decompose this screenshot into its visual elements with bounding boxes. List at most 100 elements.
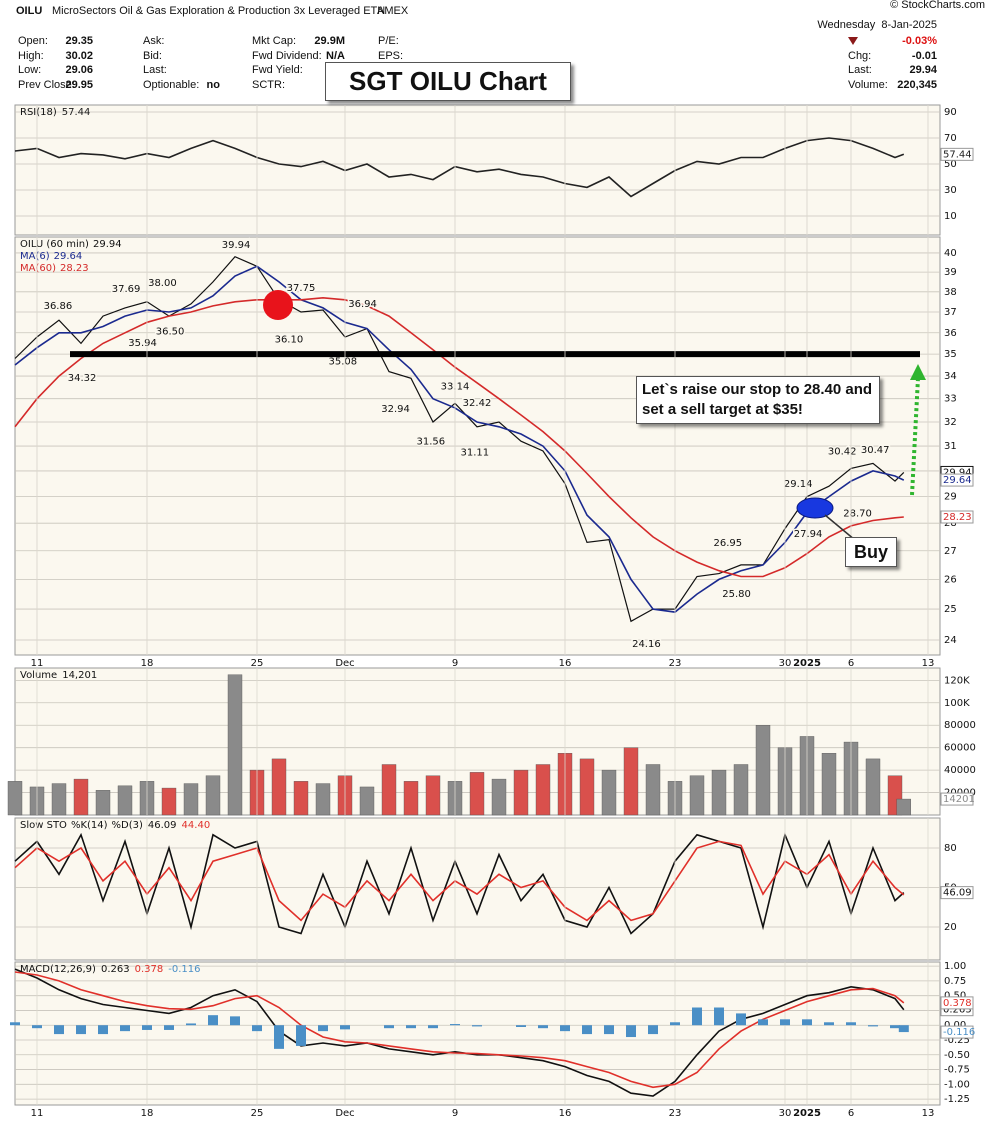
x-tick-label: 30: [779, 658, 792, 669]
plot-area: [14, 817, 941, 961]
bar: [161, 787, 177, 816]
y-tick-label: 27: [944, 546, 957, 557]
x-tick-label: 9: [452, 658, 458, 669]
x-tick-label: 18: [141, 658, 154, 669]
y-tick-label: 0.50: [944, 991, 966, 1002]
bar: [736, 1013, 746, 1026]
summary-value: 29.94: [909, 64, 937, 76]
bar: [315, 783, 331, 816]
bar: [711, 769, 727, 816]
price-annotation: 31.11: [460, 447, 489, 458]
last-value-box: [940, 792, 974, 806]
y-tick-label: 1.00: [944, 961, 966, 972]
price-annotation: 37.69: [112, 284, 141, 295]
bar: [205, 775, 221, 816]
y-tick-label: 80: [944, 843, 957, 854]
field-label: EPS:: [378, 50, 403, 62]
series-line: [14, 265, 905, 613]
last-value-box: [940, 886, 974, 900]
y-tick-label: 25: [944, 604, 957, 615]
last-value-box: [940, 473, 974, 487]
bar: [868, 1025, 878, 1027]
bar: [54, 1025, 64, 1035]
y-tick-label: 34: [944, 371, 957, 382]
last-value-box: [940, 147, 974, 161]
price-annotation: 35.94: [128, 338, 157, 349]
bar: [670, 1022, 680, 1026]
bar: [623, 747, 639, 816]
field-value: N/A: [326, 50, 345, 62]
bar: [51, 783, 67, 816]
bar: [98, 1025, 108, 1035]
summary-label: Last:: [848, 64, 872, 76]
y-tick-label: 10: [944, 211, 957, 222]
price-annotation: 25.80: [722, 589, 751, 600]
y-tick-label: 40000: [944, 765, 976, 776]
price-annotation: 28.70: [843, 508, 872, 519]
bar: [538, 1025, 548, 1029]
y-tick-label: 120K: [944, 675, 970, 686]
bar: [733, 764, 749, 816]
y-tick-label: 32: [944, 417, 957, 428]
bar: [164, 1025, 174, 1030]
bar: [73, 778, 89, 816]
bar: [890, 1025, 900, 1029]
y-tick-label: 30: [944, 185, 957, 196]
price-annotation: 30.47: [861, 445, 890, 456]
series-line: [14, 971, 905, 1089]
bar: [227, 674, 243, 816]
series-line: [14, 840, 905, 922]
plot-area: [14, 961, 941, 1106]
legend-title: Slow STO: [20, 820, 67, 831]
bar: [186, 1023, 196, 1026]
legend-value: -0.116: [168, 964, 200, 975]
summary-label: Volume:: [848, 79, 888, 91]
bar: [230, 1016, 240, 1026]
bar: [579, 758, 595, 816]
price-annotation: 26.95: [713, 538, 742, 549]
field-label: Fwd Yield:: [252, 64, 303, 76]
price-annotation: 31.56: [416, 437, 445, 448]
bar: [824, 1022, 834, 1026]
bar: [425, 775, 441, 816]
y-tick-label: 0.75: [944, 976, 966, 987]
target-arrow: [910, 377, 920, 496]
quote-fields: Open: 29.35 High: 30.02 Low: 29.06 Prev Close:…: [18, 35, 938, 91]
y-tick-label: 20: [944, 922, 957, 933]
bar: [648, 1025, 658, 1035]
y-tick-label: 50: [944, 159, 957, 170]
price-annotation: 24.16: [632, 639, 661, 650]
price-annotation: 36.94: [348, 299, 377, 310]
last-value: 28.23: [943, 512, 972, 523]
last-value: 46.09: [943, 888, 972, 899]
y-tick-label: 40: [944, 248, 957, 259]
x-tick-label: 11: [31, 658, 44, 669]
x-tick-label: 9: [452, 1108, 458, 1119]
bar: [95, 790, 111, 816]
x-tick-label: 30: [779, 1108, 792, 1119]
bar: [76, 1025, 86, 1035]
bar: [142, 1025, 152, 1030]
bar: [120, 1025, 130, 1032]
bar: [645, 764, 661, 816]
field-label: Open:: [18, 35, 48, 47]
bar: [780, 1019, 790, 1026]
y-tick-label: -1.00: [944, 1079, 970, 1090]
legend-name: MACD(12,26,9): [20, 964, 96, 975]
legend-value: 46.09: [148, 820, 177, 831]
field-value: 29.06: [65, 64, 93, 76]
y-tick-label: 26: [944, 574, 957, 585]
y-tick-label: 39: [944, 267, 957, 278]
last-value-box: [940, 510, 974, 524]
y-tick-label: -0.25: [944, 1035, 970, 1046]
legend-entry: MA(60) 28.23: [20, 263, 89, 274]
legend-name: %K(14): [71, 820, 108, 831]
bar: [513, 769, 529, 816]
y-tick-label: 38: [944, 287, 957, 298]
field-value: 29.95: [65, 79, 93, 91]
bar: [274, 1025, 284, 1049]
x-tick-label: 6: [848, 1108, 854, 1119]
field-label: Low:: [18, 64, 41, 76]
